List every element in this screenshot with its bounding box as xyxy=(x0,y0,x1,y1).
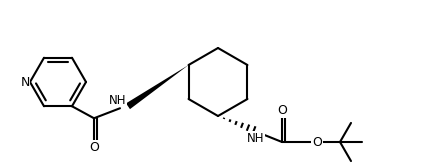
Text: NH: NH xyxy=(247,132,265,144)
Text: N: N xyxy=(20,75,30,89)
Text: O: O xyxy=(277,104,287,117)
Text: O: O xyxy=(89,141,99,154)
Text: NH: NH xyxy=(109,94,127,107)
Polygon shape xyxy=(126,65,189,109)
Text: O: O xyxy=(312,135,322,148)
